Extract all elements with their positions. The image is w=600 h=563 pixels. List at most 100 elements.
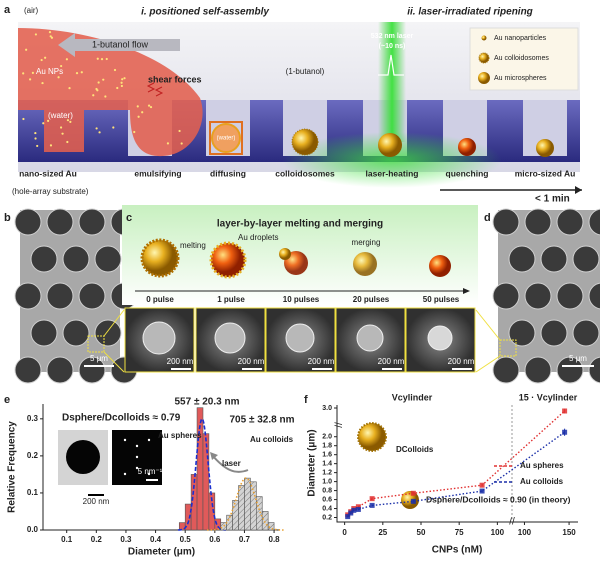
- microsphere: [536, 139, 554, 157]
- diffusing-frame: [209, 121, 243, 155]
- y-axis-label: Diameter (μm): [307, 429, 318, 496]
- hole: [46, 208, 74, 236]
- nanoparticle-dot: [113, 68, 117, 72]
- legend-label: Au colloidosomes: [494, 55, 549, 62]
- nanoparticle-dot: [136, 105, 139, 108]
- marker: [562, 429, 568, 435]
- y-tick-label: 1.2: [322, 469, 332, 476]
- pulse-label: 1 pulse: [217, 295, 245, 304]
- particle: [356, 324, 384, 352]
- x-tick-label: 0.4: [150, 535, 162, 544]
- legend-label: Au microspheres: [494, 75, 547, 82]
- x-tick-label: 100: [491, 528, 505, 537]
- annotation: merging: [352, 238, 381, 247]
- panel-label: b: [4, 212, 11, 224]
- nanoparticle-dot: [92, 94, 95, 97]
- nanoparticle-dot: [104, 95, 107, 98]
- nanoparticle-dot: [42, 122, 45, 125]
- annotation: 557 ± 20.3 nm: [175, 397, 240, 408]
- droplet-stage: [209, 241, 247, 279]
- nanoparticle-dot: [25, 48, 28, 51]
- hole: [588, 208, 600, 236]
- x-tick-label: 0: [342, 528, 347, 537]
- nanoparticle-dot: [97, 81, 100, 84]
- marker: [355, 504, 361, 510]
- particle: [214, 322, 246, 354]
- scale-label: 200 nm: [308, 357, 335, 366]
- scale-label: 5 μm: [90, 354, 108, 363]
- annotation: (air): [24, 6, 39, 15]
- quenching-particle: [458, 138, 476, 156]
- nanoparticle-dot: [123, 77, 126, 80]
- nanoparticle-dot: [44, 56, 47, 59]
- annotation: Au droplets: [238, 233, 278, 242]
- hole: [492, 208, 520, 236]
- nanoparticle-dot: [120, 84, 123, 88]
- step-label: quenching: [446, 168, 489, 178]
- pulse-label: 0 pulse: [146, 295, 174, 304]
- hole: [588, 356, 600, 384]
- step-label: micro-sized Au: [515, 168, 576, 178]
- trend-line: [347, 410, 566, 516]
- nanoparticle-dot: [180, 142, 183, 145]
- nanoparticle-dot: [59, 126, 63, 129]
- y-tick-label: 1.4: [322, 461, 332, 468]
- annotation: DColloids: [396, 445, 434, 454]
- hole: [524, 282, 552, 310]
- y-tick-label: 3.0: [322, 405, 332, 412]
- nanoparticle-dot: [100, 58, 104, 61]
- y-tick-label: 0.8: [322, 487, 332, 494]
- annotation: laser: [222, 459, 241, 468]
- spot: [135, 444, 139, 448]
- nanoparticle-dot: [112, 126, 115, 129]
- fit-curve: [207, 477, 285, 531]
- hole: [14, 208, 42, 236]
- marker: [355, 506, 361, 512]
- nanoparticle-dot: [31, 71, 34, 75]
- legend-icon: [478, 52, 490, 64]
- nanoparticle-dot: [141, 111, 144, 114]
- sem-tiles: 0 pulse 200 nm 1 pulse 200 nm 10 pulses 200 n…: [124, 295, 476, 373]
- hole: [556, 208, 584, 236]
- x-tick-label: 0.2: [91, 535, 103, 544]
- x-tick-label: 0.1: [61, 535, 73, 544]
- marker: [369, 496, 375, 502]
- hole: [94, 245, 122, 273]
- nanoparticle-dot: [166, 142, 170, 145]
- shear-icon: [146, 82, 164, 97]
- nanoparticle-dot: [80, 71, 83, 74]
- nanoparticle-dot: [116, 86, 119, 90]
- final-sphere: [429, 255, 451, 277]
- marker: [479, 482, 485, 488]
- x-tick-label: 0.7: [239, 535, 251, 544]
- spot: [123, 438, 127, 442]
- section-title: i. positioned self-assembly: [141, 7, 269, 18]
- annotation: (water): [48, 111, 73, 120]
- y-tick-label: 1.8: [322, 443, 332, 450]
- legend-icon: [481, 35, 487, 41]
- nanoparticle-dot: [60, 64, 63, 68]
- legend-label: Au nanoparticles: [494, 35, 547, 42]
- histogram-bar: [220, 522, 227, 531]
- nanoparticle-dot: [57, 76, 60, 79]
- nanoparticle-dot: [149, 105, 153, 109]
- y-tick-label: 0.4: [322, 505, 332, 512]
- panel-f: f // // 0 25 50 75 100 100 150 0.2 0.4 0.6 0.8 1.0 1.2…: [304, 392, 578, 556]
- nanoparticle-dot: [120, 81, 123, 84]
- hole: [588, 282, 600, 310]
- x-tick-label: 0.3: [120, 535, 132, 544]
- nanoparticles: [22, 31, 183, 148]
- hole: [492, 282, 520, 310]
- histogram-bar: [238, 485, 245, 531]
- nanoparticle-dot: [66, 119, 70, 122]
- hole: [572, 245, 600, 273]
- annotation: (hole-array substrate): [12, 187, 89, 196]
- panel-b: b 5 μm: [4, 208, 138, 384]
- spot: [135, 466, 139, 470]
- nanoparticle-dot: [49, 35, 52, 38]
- particle: [285, 323, 315, 353]
- nanoparticle-dot: [22, 72, 25, 75]
- annotation: 705 ± 32.8 nm: [230, 415, 295, 426]
